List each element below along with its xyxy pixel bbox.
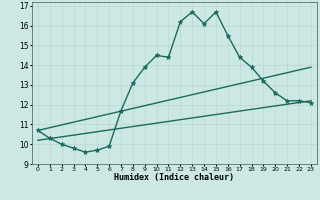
- X-axis label: Humidex (Indice chaleur): Humidex (Indice chaleur): [115, 173, 234, 182]
